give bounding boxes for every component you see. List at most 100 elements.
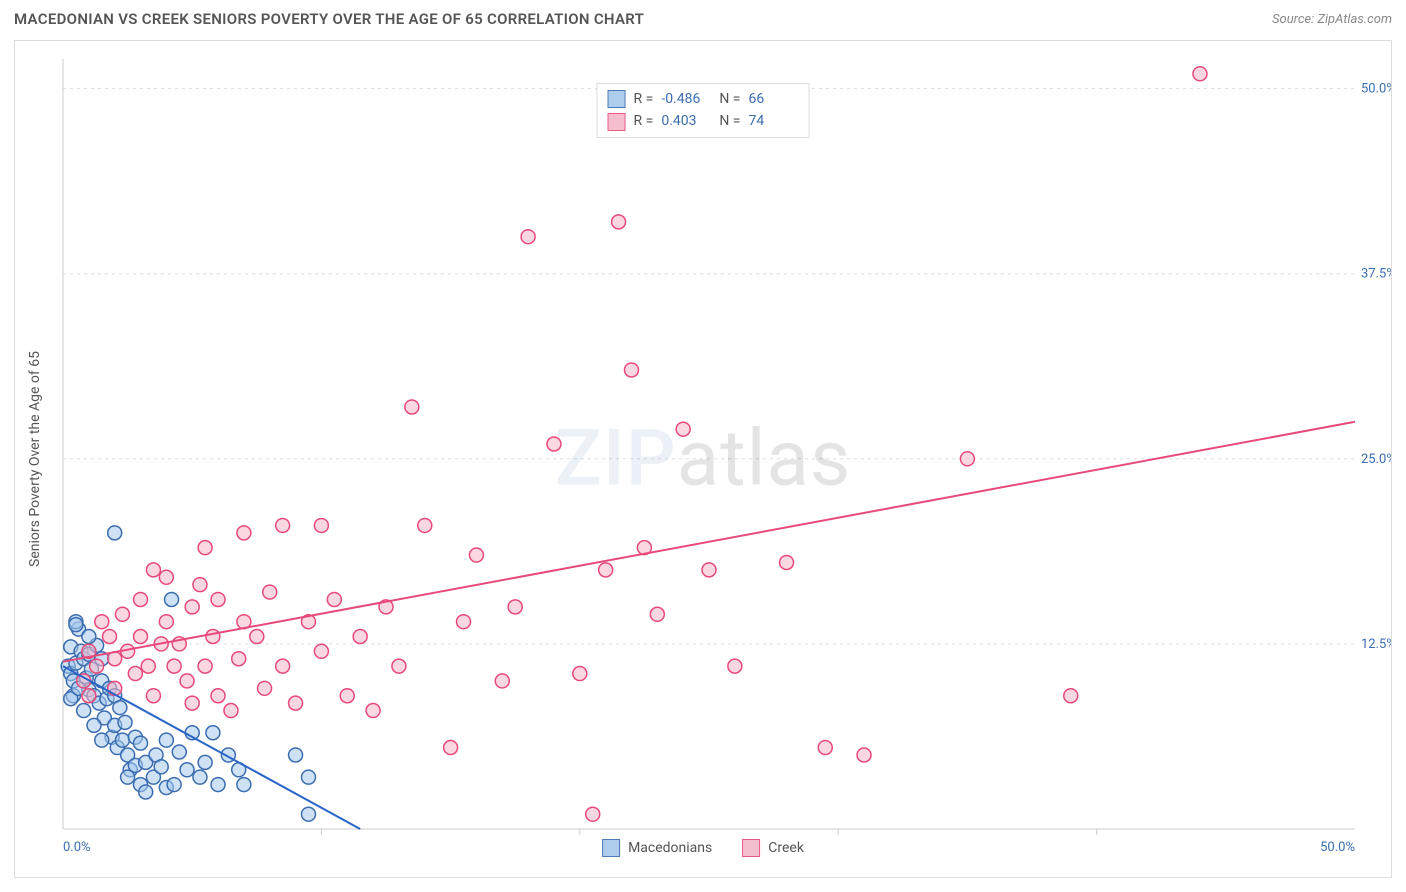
source-name: ZipAtlas.com xyxy=(1317,12,1392,27)
data-point xyxy=(960,452,974,466)
data-point xyxy=(139,785,153,799)
data-point xyxy=(95,615,109,629)
data-point xyxy=(211,778,225,792)
legend-row-macedonians: R = -0.486 N = 66 xyxy=(608,88,799,110)
source-prefix: Source: xyxy=(1272,12,1317,27)
data-point xyxy=(676,422,690,436)
data-point xyxy=(289,696,303,710)
chart-title: MACEDONIAN VS CREEK SENIORS POVERTY OVER… xyxy=(14,10,644,28)
data-point xyxy=(276,659,290,673)
data-point xyxy=(258,681,272,695)
legend-swatch-macedonians xyxy=(608,90,626,108)
data-point xyxy=(118,715,132,729)
data-point xyxy=(508,600,522,614)
data-point xyxy=(146,563,160,577)
legend-item-creek: Creek xyxy=(742,839,804,857)
data-point xyxy=(159,615,173,629)
data-point xyxy=(702,563,716,577)
data-point xyxy=(327,592,341,606)
chart-container: Seniors Poverty Over the Age of 65 ZIPat… xyxy=(14,40,1392,878)
data-point xyxy=(301,770,315,784)
data-point xyxy=(134,630,148,644)
data-point xyxy=(115,607,129,621)
legend-label-n: N = xyxy=(719,88,740,110)
legend-label-n: N = xyxy=(719,110,740,132)
data-point xyxy=(276,518,290,532)
data-point xyxy=(586,807,600,821)
data-point xyxy=(134,592,148,606)
legend-n-value-creek: 74 xyxy=(748,110,798,132)
data-point xyxy=(857,748,871,762)
data-point xyxy=(103,630,117,644)
data-point xyxy=(599,563,613,577)
data-point xyxy=(198,755,212,769)
data-point xyxy=(82,630,96,644)
data-point xyxy=(573,667,587,681)
data-point xyxy=(392,659,406,673)
data-point xyxy=(650,607,664,621)
data-point xyxy=(69,618,83,632)
data-point xyxy=(301,807,315,821)
data-point xyxy=(624,363,638,377)
x-tick-label: 50.0% xyxy=(1320,840,1355,855)
data-point xyxy=(113,701,127,715)
data-point xyxy=(547,437,561,451)
data-point xyxy=(469,548,483,562)
legend-swatch-creek xyxy=(608,113,626,131)
data-point xyxy=(1064,689,1078,703)
y-tick-label: 25.0% xyxy=(1361,452,1391,467)
data-point xyxy=(237,526,251,540)
data-point xyxy=(612,215,626,229)
data-point xyxy=(232,652,246,666)
legend-item-macedonians: Macedonians xyxy=(602,839,712,857)
legend-swatch-macedonians xyxy=(602,839,620,857)
data-point xyxy=(263,585,277,599)
legend-label-creek: Creek xyxy=(768,840,804,856)
legend-n-value-macedonians: 66 xyxy=(748,88,798,110)
data-point xyxy=(167,659,181,673)
data-point xyxy=(108,681,122,695)
data-point xyxy=(211,689,225,703)
data-point xyxy=(198,541,212,555)
data-point xyxy=(444,741,458,755)
y-axis-label: Seniors Poverty Over the Age of 65 xyxy=(27,351,43,567)
data-point xyxy=(180,674,194,688)
data-point xyxy=(180,763,194,777)
data-point xyxy=(121,770,135,784)
data-point xyxy=(165,592,179,606)
y-tick-label: 50.0% xyxy=(1361,82,1391,97)
data-point xyxy=(87,718,101,732)
data-point xyxy=(108,526,122,540)
data-point xyxy=(167,778,181,792)
legend-swatch-creek xyxy=(742,839,760,857)
data-point xyxy=(211,592,225,606)
data-point xyxy=(82,689,96,703)
data-point xyxy=(237,778,251,792)
data-point xyxy=(134,736,148,750)
x-tick-label: 0.0% xyxy=(63,840,91,855)
correlation-legend: R = -0.486 N = 66 R = 0.403 N = 74 xyxy=(597,83,810,138)
data-point xyxy=(146,689,160,703)
data-point xyxy=(340,689,354,703)
legend-row-creek: R = 0.403 N = 74 xyxy=(608,110,799,132)
data-point xyxy=(418,518,432,532)
data-point xyxy=(206,726,220,740)
scatter-chart: 12.5%25.0%37.5%50.0%0.0%50.0% xyxy=(15,41,1391,877)
source-attribution: Source: ZipAtlas.com xyxy=(1272,12,1392,27)
data-point xyxy=(77,704,91,718)
data-point xyxy=(154,760,168,774)
legend-label-r: R = xyxy=(634,110,654,132)
data-point xyxy=(353,630,367,644)
legend-label-r: R = xyxy=(634,88,654,110)
data-point xyxy=(159,733,173,747)
data-point xyxy=(405,400,419,414)
data-point xyxy=(314,518,328,532)
y-tick-label: 37.5% xyxy=(1361,267,1391,282)
data-point xyxy=(198,659,212,673)
data-point xyxy=(185,696,199,710)
legend-r-value-creek: 0.403 xyxy=(661,110,711,132)
trend-line xyxy=(63,422,1355,662)
data-point xyxy=(314,644,328,658)
data-point xyxy=(159,570,173,584)
data-point xyxy=(193,770,207,784)
